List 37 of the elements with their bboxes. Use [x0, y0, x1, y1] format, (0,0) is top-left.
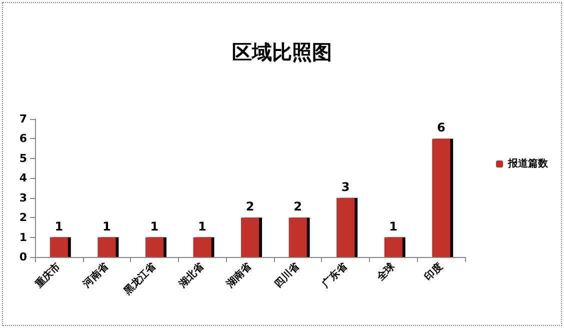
x-tick-label: 黑龙江省: [120, 260, 160, 298]
x-tick-label: 印度: [422, 260, 445, 284]
bar: [98, 237, 116, 257]
data-label: 1: [54, 219, 64, 234]
bar: [336, 198, 355, 257]
chart-title: 区域比照图: [232, 40, 332, 64]
x-tick-label: 重庆市: [32, 260, 63, 291]
x-tick-label: 广东省: [319, 260, 350, 291]
y-tick-label: 3: [19, 191, 27, 204]
y-tick-label: 5: [19, 152, 27, 165]
y-tick-label: 4: [19, 172, 28, 185]
legend-label: 报道篇数: [507, 158, 549, 170]
bar: [241, 218, 259, 257]
y-tick-label: 7: [19, 112, 27, 126]
bar: [384, 237, 402, 257]
x-tick-label: 全球: [374, 260, 398, 284]
bar: [432, 138, 450, 257]
bar: [145, 237, 164, 257]
data-label: 1: [150, 219, 159, 234]
data-label: 1: [389, 219, 398, 234]
data-label: 2: [246, 200, 254, 214]
y-tick-label: 6: [19, 132, 28, 146]
y-tick-label: 1: [19, 230, 27, 244]
bar: [193, 237, 212, 257]
bar: [50, 237, 68, 257]
data-label: 6: [436, 120, 446, 135]
data-label: 1: [102, 219, 111, 234]
x-tick-label: 湖南省: [223, 260, 255, 291]
bar: [288, 218, 307, 257]
data-label: 3: [341, 180, 350, 194]
x-tick-label: 湖北省: [176, 260, 207, 291]
y-tick-label: 2: [19, 211, 27, 224]
data-label: 2: [294, 200, 302, 214]
x-tick-label: 四川省: [272, 260, 302, 290]
data-label: 1: [198, 219, 206, 234]
x-tick-label: 河南省: [80, 260, 112, 291]
y-tick-label: 0: [19, 250, 28, 264]
